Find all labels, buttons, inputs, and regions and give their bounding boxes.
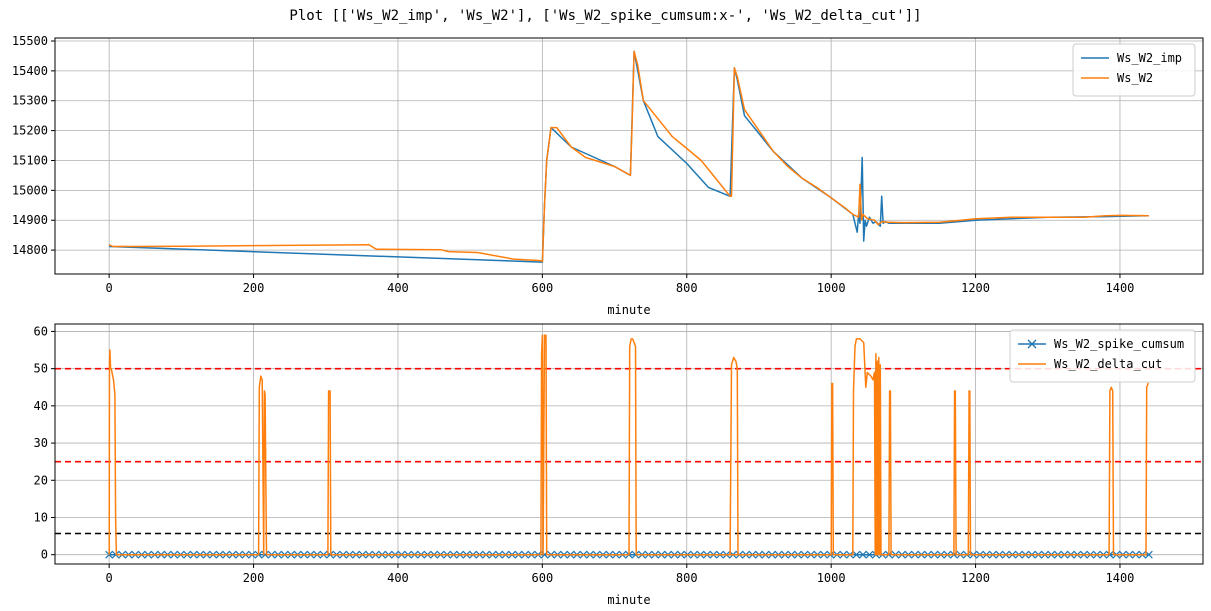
axes-frame [54,323,1204,565]
x-tick-label: 200 [243,571,265,585]
y-tick-label: 15500 [12,34,48,48]
legend: Ws_W2_spike_cumsum Ws_W2_delta_cut [1009,329,1196,383]
x-tick-label: 1400 [1106,571,1135,585]
series-point-Ws_W2_spike_cumsum [865,550,874,559]
subplot-1: 0 200 400 600 800 1000 1200 1400 14800 14900 15000… [12,34,1204,317]
x-tick-label: 1200 [961,281,990,295]
x-tick-label: 800 [676,571,698,585]
x-tick-label: 600 [532,571,554,585]
series-line-Ws_W2 [108,50,1149,263]
y-tick-label: 20 [34,473,48,487]
legend-label-Ws_W2_delta_cut: Ws_W2_delta_cut [1054,357,1162,371]
legend-label-Ws_W2: Ws_W2 [1117,71,1153,85]
x-axis-label: minute [607,593,650,607]
legend: Ws_W2_imp Ws_W2 [1072,43,1196,97]
series-point-Ws_W2_spike_cumsum [261,550,270,559]
legend-box [1072,43,1196,97]
y-tick-label: 50 [34,362,48,376]
x-tick-label: 600 [532,281,554,295]
series-point-Ws_W2_spike_cumsum [859,550,867,559]
x-tick-label: 1000 [817,571,846,585]
y-tick-label: 15200 [12,124,48,138]
legend-marker-Ws_W2_spike_cumsum [1027,339,1037,349]
subplot-2: 0 200 400 600 800 1000 1200 1400 0 10 20 30 40 50 60 mi… [34,323,1204,607]
series-point-Ws_W2_spike_cumsum [111,550,120,559]
legend-label-Ws_W2_spike_cumsum: Ws_W2_spike_cumsum [1054,337,1184,351]
x-tick-label: 200 [243,281,265,295]
y-tick-label: 15100 [12,153,48,167]
series-point-Ws_W2_spike_cumsum [1105,550,1114,559]
figure-title: Plot [['Ws_W2_imp', 'Ws_W2'], ['Ws_W2_sp… [289,8,922,24]
x-axis-label: minute [607,303,650,317]
y-tick-label: 60 [34,324,48,338]
x-tick-label: 1000 [817,281,846,295]
x-tick-label: 0 [106,571,113,585]
y-tick-label: 0 [41,548,48,562]
plot-area [55,38,1203,274]
y-tick-label: 30 [34,436,48,450]
x-tick-label: 400 [387,571,409,585]
series-point-Ws_W2_spike_cumsum [852,550,861,559]
y-tick-label: 10 [34,510,48,524]
y-tick-label: 40 [34,399,48,413]
x-tick-label: 400 [387,281,409,295]
axes-frame [54,37,1204,275]
series-line-Ws_W2_delta_cut [108,334,1149,556]
y-tick-label: 14800 [12,243,48,257]
x-tick-label: 1400 [1106,281,1135,295]
y-tick-label: 15300 [12,94,48,108]
x-tick-label: 0 [106,281,113,295]
legend-box [1009,329,1196,383]
x-tick-label: 800 [676,281,698,295]
legend-label-Ws_W2_imp: Ws_W2_imp [1117,51,1182,65]
y-tick-label: 15000 [12,183,48,197]
y-tick-label: 15400 [12,64,48,78]
y-tick-label: 14900 [12,213,48,227]
x-tick-label: 1200 [961,571,990,585]
